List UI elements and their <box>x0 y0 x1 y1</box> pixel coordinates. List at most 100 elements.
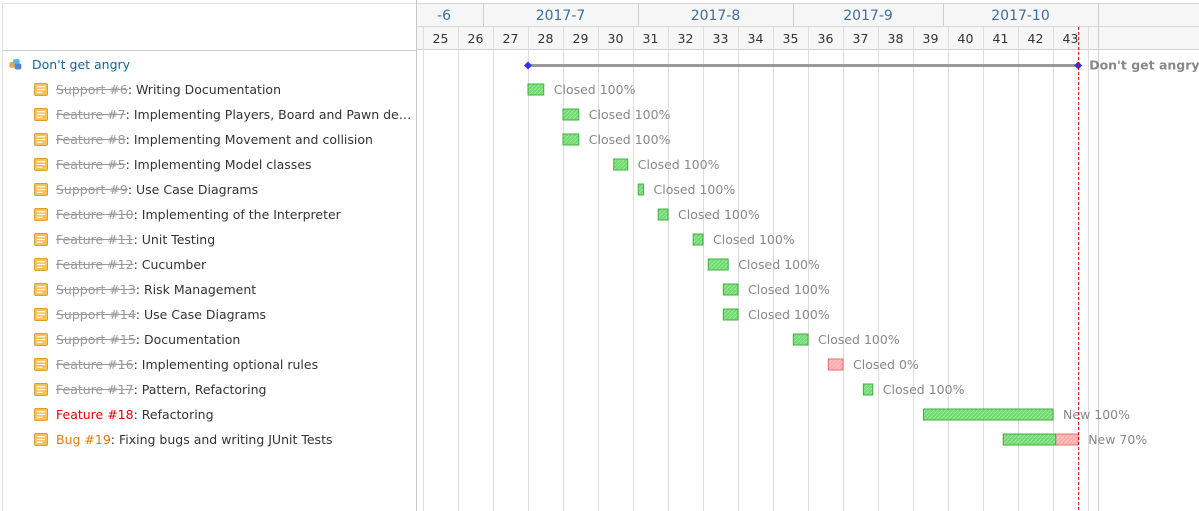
issue-row[interactable]: Feature #11: Unit Testing <box>3 227 417 252</box>
issue-link[interactable]: Support #15 <box>56 332 136 347</box>
week-number: 30 <box>608 31 624 46</box>
issue-link[interactable]: Support #6 <box>56 82 128 97</box>
month-header: 2017-9 <box>793 3 893 26</box>
issue-icon <box>34 308 48 321</box>
week-number: 27 <box>503 31 519 46</box>
month-header: 2017-10 <box>943 3 1050 26</box>
issue-bar[interactable]: Closed 100% <box>792 332 900 347</box>
issue-subject: Support #14: Use Case Diagrams <box>56 302 266 327</box>
week-number: 42 <box>1028 31 1044 46</box>
issue-bar-done <box>562 108 580 121</box>
issue-title: : Implementing Movement and collision <box>125 132 373 147</box>
issue-bar-label: Closed 100% <box>883 382 965 397</box>
issue-bar-label: Closed 100% <box>738 257 820 272</box>
issue-bar[interactable]: Closed 100% <box>722 282 830 297</box>
issue-link[interactable]: Feature #16 <box>56 357 134 372</box>
issue-link[interactable]: Feature #17 <box>56 382 134 397</box>
week-number: 43 <box>1063 31 1079 46</box>
issue-bar[interactable]: Closed 100% <box>657 207 760 222</box>
issue-bar-done <box>692 233 704 246</box>
issue-subject: Support #9: Use Case Diagrams <box>56 177 258 202</box>
issue-title: : Use Case Diagrams <box>135 307 267 322</box>
gantt-chart: -6 2017-7 2017-8 2017-9 2017-10 25 26 27 28 29 30 3… <box>417 3 1199 511</box>
issue-link[interactable]: Feature #8 <box>56 132 126 147</box>
issue-row[interactable]: Feature #18: Refactoring <box>3 402 417 427</box>
issue-title: : Unit Testing <box>133 232 216 247</box>
week-number: 40 <box>958 31 974 46</box>
issue-link[interactable]: Support #9 <box>56 182 128 197</box>
issue-icon <box>34 358 48 371</box>
issue-bar[interactable]: Closed 100% <box>527 82 636 97</box>
issue-link[interactable]: Feature #18 <box>56 407 134 422</box>
issue-subject: Feature #11: Unit Testing <box>56 227 215 252</box>
issue-bar[interactable]: Closed 100% <box>637 182 735 197</box>
issue-icon <box>34 208 48 221</box>
issue-bar[interactable]: Closed 100% <box>722 307 830 322</box>
issue-bar-label: Closed 0% <box>853 357 919 372</box>
issue-row[interactable]: Support #14: Use Case Diagrams <box>3 302 417 327</box>
issue-row[interactable]: Feature #8: Implementing Movement and co… <box>3 127 417 152</box>
issue-subject: Feature #12: Cucumber <box>56 252 206 277</box>
issue-icon <box>34 183 48 196</box>
issue-title: : Risk Management <box>135 282 257 297</box>
issue-row[interactable]: Support #9: Use Case Diagrams <box>3 177 417 202</box>
issue-link[interactable]: Bug #19 <box>56 432 111 447</box>
issue-link[interactable]: Feature #10 <box>56 207 134 222</box>
project-link[interactable]: Don't get angry <box>32 57 131 72</box>
issue-bar[interactable]: Closed 100% <box>707 257 820 272</box>
week-number: 36 <box>818 31 834 46</box>
issue-subject: Support #13: Risk Management <box>56 277 256 302</box>
issue-title: : Pattern, Refactoring <box>133 382 267 397</box>
panel-splitter[interactable] <box>416 0 417 511</box>
issue-row[interactable]: Feature #10: Implementing of the Interpr… <box>3 202 417 227</box>
issue-icon <box>34 258 48 271</box>
issue-link[interactable]: Support #13 <box>56 282 136 297</box>
project-row[interactable]: Don't get angry <box>3 52 417 77</box>
issue-bar-label: Closed 100% <box>554 82 636 97</box>
svg-text:2017-8: 2017-8 <box>691 8 741 24</box>
issue-row[interactable]: Bug #19: Fixing bugs and writing JUnit T… <box>3 427 417 452</box>
issue-row[interactable]: Feature #5: Implementing Model classes <box>3 152 417 177</box>
svg-text:2017-9: 2017-9 <box>843 8 893 24</box>
issue-row[interactable]: Support #15: Documentation <box>3 327 417 352</box>
subjects-header <box>2 3 417 51</box>
issue-icon <box>34 233 48 246</box>
issue-bar[interactable]: New 70% <box>1002 432 1147 447</box>
issue-bar-label: Closed 100% <box>748 307 830 322</box>
issue-row[interactable]: Feature #7: Implementing Players, Board … <box>3 102 417 127</box>
issue-link[interactable]: Feature #7 <box>56 107 126 122</box>
svg-text:2017-10: 2017-10 <box>991 8 1050 24</box>
issue-bar[interactable]: Closed 100% <box>562 107 671 122</box>
issue-title: : Fixing bugs and writing JUnit Tests <box>110 432 333 447</box>
issue-icon <box>34 383 48 396</box>
issue-bar[interactable]: Closed 100% <box>613 157 720 172</box>
issue-bar-done <box>637 183 644 196</box>
week-number: 32 <box>678 31 694 46</box>
issue-link[interactable]: Feature #5 <box>56 157 126 172</box>
issue-icon <box>34 433 48 446</box>
issue-row[interactable]: Feature #16: Implementing optional rules <box>3 352 417 377</box>
week-number: 41 <box>993 31 1009 46</box>
issue-link[interactable]: Support #14 <box>56 307 136 322</box>
issue-row[interactable]: Support #13: Risk Management <box>3 277 417 302</box>
issue-bar[interactable]: New 100% <box>923 407 1131 422</box>
svg-text:2017-7: 2017-7 <box>536 8 586 24</box>
project-start-marker <box>524 61 532 70</box>
issue-bar[interactable]: Closed 100% <box>862 382 965 397</box>
month-header: -6 <box>437 8 451 24</box>
issue-row[interactable]: Support #6: Writing Documentation <box>3 77 417 102</box>
month-header: 2017-7 <box>483 3 586 26</box>
issue-row[interactable]: Feature #12: Cucumber <box>3 252 417 277</box>
issue-bar-label: Closed 100% <box>589 132 671 147</box>
issue-title: : Implementing of the Interpreter <box>133 207 341 222</box>
issue-bar[interactable]: Closed 100% <box>692 232 795 247</box>
issue-link[interactable]: Feature #11 <box>56 232 134 247</box>
issue-bar-label: New 70% <box>1088 432 1147 447</box>
week-number: 28 <box>538 31 554 46</box>
issue-row[interactable]: Feature #17: Pattern, Refactoring <box>3 377 417 402</box>
issue-icon <box>34 283 48 296</box>
issue-bar[interactable]: Closed 100% <box>562 132 671 147</box>
week-number: 25 <box>433 31 449 46</box>
issue-bar[interactable]: Closed 0% <box>827 357 919 372</box>
issue-link[interactable]: Feature #12 <box>56 257 134 272</box>
